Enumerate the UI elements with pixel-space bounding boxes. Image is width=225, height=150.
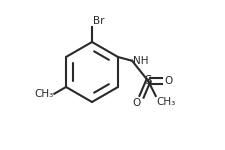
Text: O: O bbox=[163, 76, 172, 86]
Text: CH₃: CH₃ bbox=[34, 89, 53, 99]
Text: Br: Br bbox=[92, 16, 104, 26]
Text: NH: NH bbox=[133, 56, 148, 66]
Text: S: S bbox=[144, 75, 151, 87]
Text: O: O bbox=[132, 98, 140, 108]
Text: CH₃: CH₃ bbox=[156, 97, 175, 107]
